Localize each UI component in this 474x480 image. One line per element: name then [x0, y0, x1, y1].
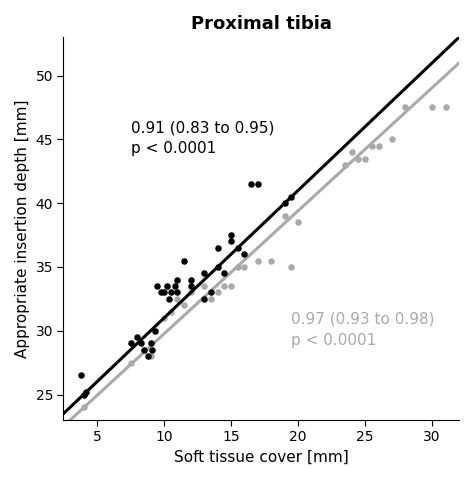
Point — [160, 314, 168, 322]
Point — [201, 295, 208, 303]
Point — [140, 346, 148, 354]
Point — [227, 282, 235, 290]
Point — [375, 142, 383, 150]
Point — [214, 244, 221, 252]
Point — [80, 403, 87, 411]
Point — [288, 193, 295, 201]
Point — [234, 244, 242, 252]
Point — [173, 288, 181, 296]
Point — [361, 155, 369, 162]
Point — [167, 308, 174, 315]
Point — [294, 218, 302, 226]
Point — [137, 340, 145, 348]
Point — [180, 257, 188, 264]
Point — [140, 346, 148, 354]
Point — [355, 155, 362, 162]
Point — [167, 288, 174, 296]
Point — [127, 359, 134, 366]
Point — [154, 282, 161, 290]
Point — [247, 180, 255, 188]
Point — [82, 388, 90, 396]
Point — [165, 295, 173, 303]
Point — [341, 161, 349, 169]
Point — [187, 282, 195, 290]
Point — [254, 257, 262, 264]
Point — [428, 104, 436, 111]
Point — [227, 231, 235, 239]
Point — [80, 391, 87, 398]
Point — [201, 269, 208, 277]
Point — [254, 180, 262, 188]
Title: Proximal tibia: Proximal tibia — [191, 15, 332, 33]
Point — [281, 199, 289, 207]
Point — [401, 104, 409, 111]
Point — [187, 288, 195, 296]
Point — [180, 301, 188, 309]
Point — [214, 263, 221, 271]
Y-axis label: Appropriate insertion depth [mm]: Appropriate insertion depth [mm] — [15, 99, 30, 358]
Text: 0.91 (0.83 to 0.95)
p < 0.0001: 0.91 (0.83 to 0.95) p < 0.0001 — [130, 120, 274, 156]
Point — [133, 333, 141, 341]
Point — [144, 352, 152, 360]
Point — [220, 269, 228, 277]
Point — [127, 340, 134, 348]
Point — [171, 282, 179, 290]
Point — [442, 104, 449, 111]
Point — [220, 282, 228, 290]
Point — [214, 288, 221, 296]
Point — [288, 263, 295, 271]
Point — [187, 276, 195, 284]
Point — [388, 135, 396, 143]
Point — [368, 142, 375, 150]
X-axis label: Soft tissue cover [mm]: Soft tissue cover [mm] — [174, 450, 348, 465]
Point — [163, 282, 171, 290]
Point — [160, 288, 168, 296]
Point — [281, 212, 289, 220]
Point — [207, 295, 215, 303]
Point — [147, 352, 155, 360]
Point — [241, 263, 248, 271]
Point — [148, 346, 156, 354]
Point — [173, 276, 181, 284]
Point — [207, 288, 215, 296]
Point — [157, 288, 165, 296]
Point — [267, 257, 275, 264]
Point — [201, 282, 208, 290]
Point — [241, 251, 248, 258]
Point — [77, 372, 85, 379]
Point — [173, 295, 181, 303]
Point — [147, 340, 155, 348]
Point — [227, 238, 235, 245]
Point — [348, 148, 356, 156]
Point — [234, 263, 242, 271]
Text: 0.97 (0.93 to 0.98)
p < 0.0001: 0.97 (0.93 to 0.98) p < 0.0001 — [292, 312, 435, 348]
Point — [151, 327, 158, 335]
